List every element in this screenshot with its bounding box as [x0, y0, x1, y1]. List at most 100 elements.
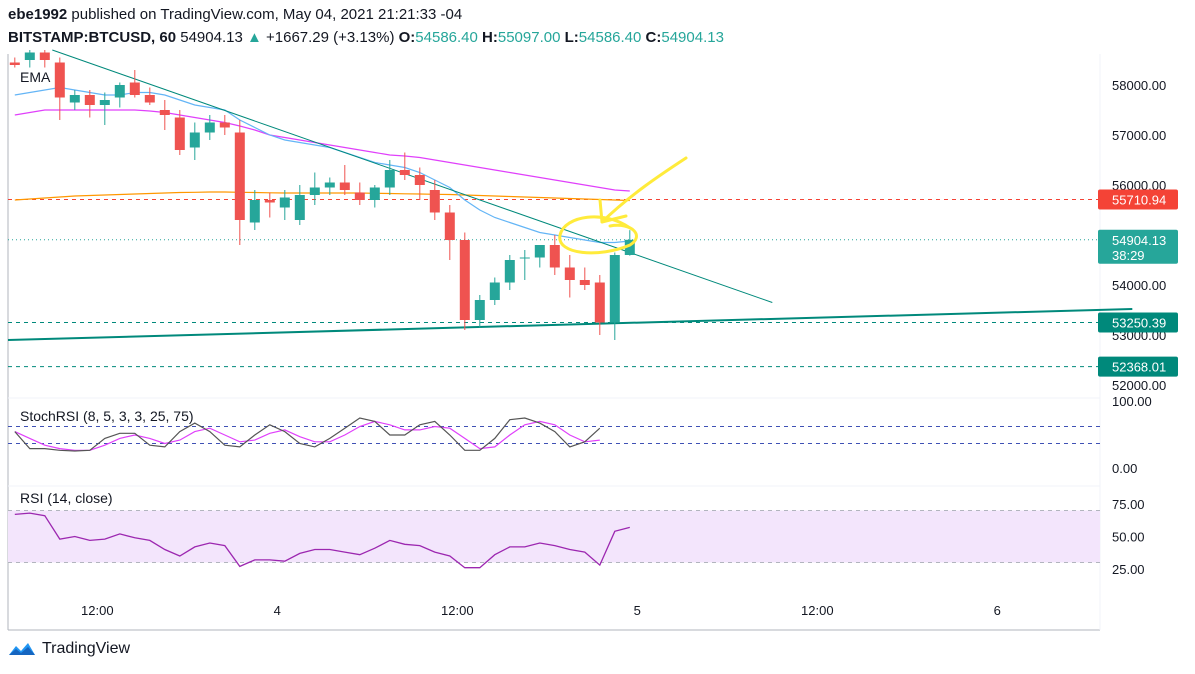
candle-body: [324, 182, 335, 188]
price-tick-label: 52000.00: [1112, 378, 1166, 393]
high-value: 55097.00: [497, 29, 561, 46]
ema-orange-line: [14, 191, 630, 202]
tradingview-brand[interactable]: TradingView: [42, 640, 131, 657]
ema-pink-line: [14, 109, 630, 192]
downtrend-line: [52, 49, 773, 303]
candle-body: [39, 52, 50, 60]
candle-body: [54, 62, 65, 98]
stoch-tick-label: 0.00: [1112, 461, 1137, 476]
open-value: 54586.40: [415, 29, 478, 46]
time-tick-label: 12:00: [81, 603, 114, 618]
last-price: 54904.13: [180, 29, 243, 46]
price-label-box: [1098, 189, 1178, 210]
price-label-text: 52368.01: [1112, 360, 1166, 375]
candle-body: [444, 212, 455, 240]
price-label-text: 54904.13: [1112, 233, 1166, 248]
candle-body: [429, 190, 440, 213]
support-trend-line: [7, 308, 1133, 341]
candle-body: [264, 200, 275, 203]
rsi-tick-label: 50.00: [1112, 530, 1145, 545]
candle-body: [219, 122, 230, 128]
time-tick-label: 5: [634, 603, 641, 618]
candle-body: [294, 195, 305, 220]
candle-body: [159, 110, 170, 115]
candle-body: [69, 95, 80, 103]
candle-body: [624, 239, 635, 255]
rsi-tick-label: 25.00: [1112, 562, 1145, 577]
candle-body: [84, 95, 95, 105]
candle-body: [489, 282, 500, 300]
symbol-label: BITSTAMP:BTCUSD, 60: [8, 29, 177, 46]
candle-body: [369, 187, 380, 200]
candle-body: [249, 200, 260, 223]
candle-body: [189, 132, 200, 148]
price-tick-label: 54000.00: [1112, 278, 1166, 293]
high-label: H:: [482, 29, 498, 46]
candle-body: [9, 62, 20, 65]
stoch-tick-label: 100.00: [1112, 394, 1152, 409]
candle-body: [474, 300, 485, 320]
rsi-line: [14, 512, 630, 569]
candle-body: [414, 175, 425, 185]
candle-body: [129, 82, 140, 95]
publish-text: published on TradingView.com, May 04, 20…: [71, 6, 463, 23]
candle-body: [99, 100, 110, 105]
candle-body: [399, 170, 410, 175]
rsi-title: RSI (14, close): [20, 490, 113, 506]
time-tick-label: 12:00: [441, 603, 474, 618]
candle-body: [339, 182, 350, 190]
candle-body: [504, 260, 515, 283]
candle-body: [594, 282, 605, 323]
publish-info: ebe1992 published on TradingView.com, Ma…: [8, 6, 462, 23]
price-label-box: [1098, 312, 1178, 333]
time-tick-label: 4: [274, 603, 281, 618]
ema-label: EMA: [20, 69, 51, 85]
candle-body: [24, 52, 35, 60]
price-tick-label: 58000.00: [1112, 78, 1166, 93]
rsi-band: [8, 510, 1100, 563]
candle-body: [309, 187, 320, 195]
candle-body: [519, 257, 530, 259]
ohlc-header: BITSTAMP:BTCUSD, 60 54904.13 ▲ +1667.29 …: [8, 29, 724, 46]
stoch-d-line: [14, 420, 600, 451]
candle-body: [564, 267, 575, 280]
candle-body: [114, 85, 125, 98]
time-tick-label: 6: [994, 603, 1001, 618]
stoch-title: StochRSI (8, 5, 3, 3, 25, 75): [20, 408, 194, 424]
price-label-box: [1098, 229, 1178, 264]
ema-blue-line: [14, 86, 630, 244]
low-value: 54586.40: [578, 29, 642, 46]
price-change: +1667.29 (+3.13%): [266, 29, 395, 46]
time-tick-label: 12:00: [801, 603, 834, 618]
candle-body: [234, 132, 245, 220]
change-arrow-icon: ▲: [246, 29, 262, 46]
price-tick-label: 57000.00: [1112, 128, 1166, 143]
candle-body: [609, 255, 620, 323]
tradingview-logo-icon[interactable]: [8, 641, 36, 657]
annotation-arrow: [598, 156, 688, 224]
candle-body: [144, 95, 155, 103]
low-label: L:: [564, 29, 579, 46]
footer: TradingView: [8, 640, 130, 658]
author-name[interactable]: ebe1992: [8, 6, 68, 23]
close-label: C:: [645, 29, 662, 46]
stoch-k-line: [14, 417, 601, 452]
candle-body: [549, 245, 560, 268]
candle-body: [279, 197, 290, 208]
close-value: 54904.13: [661, 29, 724, 46]
candle-body: [174, 117, 185, 150]
price-tick-label: 56000.00: [1112, 178, 1166, 193]
countdown-label: 38:29: [1112, 248, 1145, 263]
open-label: O:: [398, 29, 416, 46]
candle-body: [204, 122, 215, 133]
candle-body: [579, 280, 590, 285]
rsi-tick-label: 75.00: [1112, 497, 1145, 512]
candle-body: [534, 245, 545, 258]
price-label-text: 53250.39: [1112, 315, 1166, 330]
candle-body: [384, 170, 395, 188]
candle-body: [354, 192, 365, 200]
candle-body: [459, 240, 470, 320]
price-label-box: [1098, 356, 1178, 377]
price-label-text: 55710.94: [1112, 192, 1166, 207]
